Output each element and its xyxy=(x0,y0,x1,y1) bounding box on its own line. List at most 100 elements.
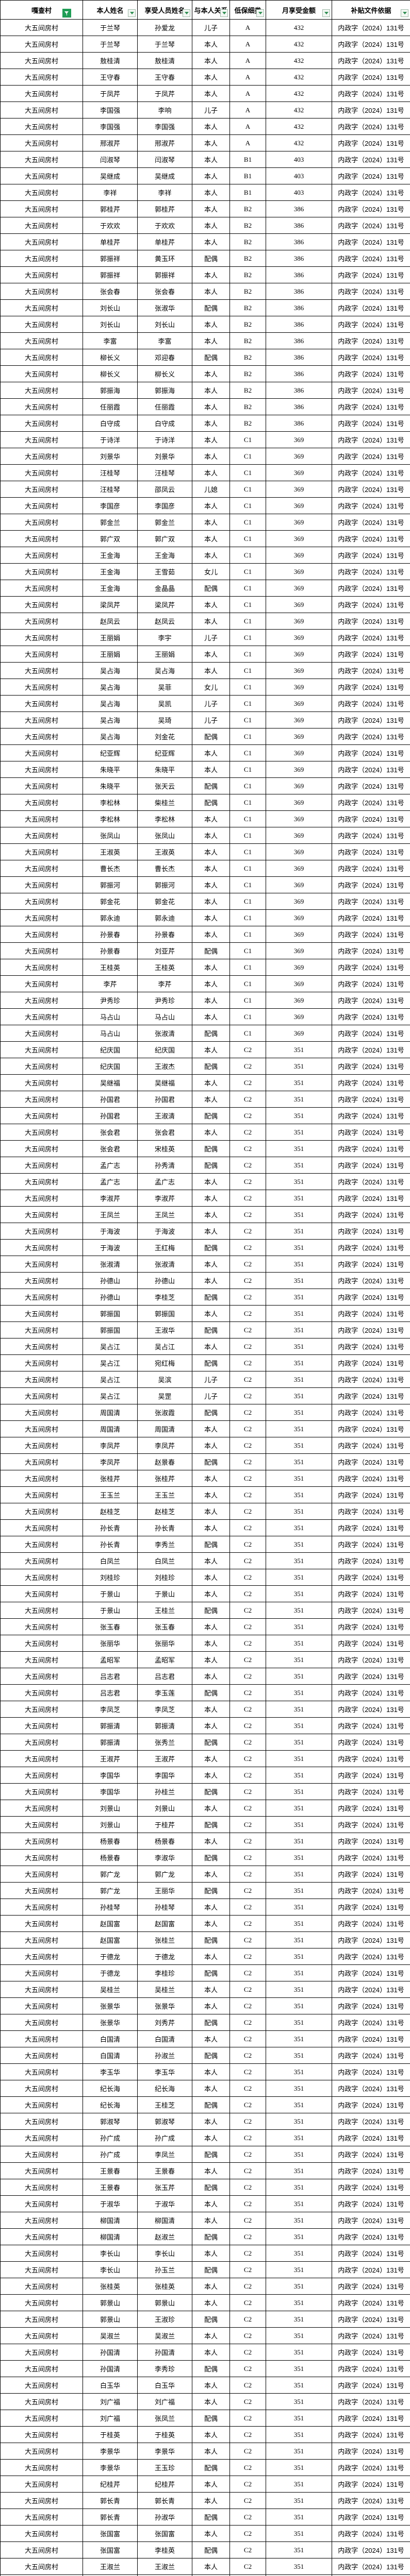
table-row[interactable]: 大五间房村 张玉春 张玉春 本人 C2 351 内政字（2024）131号 xyxy=(0,1618,410,1635)
table-row[interactable]: 大五间房村 郭振祥 黄玉环 配偶 B2 386 内政字（2024）131号 xyxy=(0,250,410,267)
table-row[interactable]: 大五间房村 赵桂芝 赵桂芝 本人 C2 351 内政字（2024）131号 xyxy=(0,1503,410,1520)
table-row[interactable]: 大五间房村 朱晓平 张天云 配偶 C1 369 内政字（2024）131号 xyxy=(0,777,410,794)
table-row[interactable]: 大五间房村 朱晓平 朱晓平 本人 C1 369 内政字（2024）131号 xyxy=(0,761,410,778)
table-row[interactable]: 大五间房村 吕志君 李玉莲 配偶 C2 351 内政字（2024）131号 xyxy=(0,1684,410,1701)
table-row[interactable]: 大五间房村 郭振国 郭振国 本人 C2 351 内政字（2024）131号 xyxy=(0,1305,410,1322)
table-row[interactable]: 大五间房村 孙广成 孙广成 本人 C2 351 内政字（2024）131号 xyxy=(0,2129,410,2146)
table-row[interactable]: 大五间房村 王金海 王雪茹 女儿 C1 369 内政字（2024）131号 xyxy=(0,563,410,580)
table-row[interactable]: 大五间房村 孙景春 刘亚芹 配偶 C1 369 内政字（2024）131号 xyxy=(0,942,410,959)
table-row[interactable]: 大五间房村 王桂英 王桂英 本人 C1 369 内政字（2024）131号 xyxy=(0,959,410,976)
table-row[interactable]: 大五间房村 白守成 白守成 本人 B2 386 内政字（2024）131号 xyxy=(0,415,410,432)
table-row[interactable]: 大五间房村 王丽娟 王丽娟 本人 C1 369 内政字（2024）131号 xyxy=(0,646,410,663)
table-row[interactable]: 大五间房村 孙国君 王淑清 配偶 C2 351 内政字（2024）131号 xyxy=(0,1107,410,1124)
table-row[interactable]: 大五间房村 李凤芝 李凤芝 本人 C2 351 内政字（2024）131号 xyxy=(0,1701,410,1718)
table-row[interactable]: 大五间房村 纪亚辉 纪亚辉 本人 C1 369 内政字（2024）131号 xyxy=(0,744,410,761)
table-row[interactable]: 大五间房村 李景华 王玉珍 配偶 C2 351 内政字（2024）131号 xyxy=(0,2459,410,2476)
table-row[interactable]: 大五间房村 孙景春 孙景春 本人 C1 369 内政字（2024）131号 xyxy=(0,926,410,943)
table-row[interactable]: 大五间房村 刘广福 刘广福 本人 C2 351 内政字（2024）131号 xyxy=(0,2393,410,2410)
table-row[interactable]: 大五间房村 李祥 李祥 本人 B1 403 内政字（2024）131号 xyxy=(0,184,410,201)
table-row[interactable]: 大五间房村 曹长杰 曹长杰 本人 C1 369 内政字（2024）131号 xyxy=(0,860,410,877)
table-row[interactable]: 大五间房村 李长山 孙玉兰 配偶 C2 351 内政字（2024）131号 xyxy=(0,2261,410,2278)
table-row[interactable]: 大五间房村 柳长义 柳长义 本人 B2 386 内政字（2024）131号 xyxy=(0,365,410,382)
table-row[interactable]: 大五间房村 于兰琴 孙爱龙 儿子 A 432 内政字（2024）131号 xyxy=(0,19,410,36)
table-row[interactable]: 大五间房村 孟昭军 孟昭军 本人 C2 351 内政字（2024）131号 xyxy=(0,1651,410,1668)
table-row[interactable]: 大五间房村 刘景华 刘景华 本人 C1 369 内政字（2024）131号 xyxy=(0,448,410,465)
table-row[interactable]: 大五间房村 李国强 李响 儿子 A 432 内政字（2024）131号 xyxy=(0,101,410,118)
table-row[interactable]: 大五间房村 柳长义 邓迎春 配偶 B2 386 内政字（2024）131号 xyxy=(0,349,410,366)
table-row[interactable]: 大五间房村 吴淑兰 吴淑兰 本人 C2 351 内政字（2024）131号 xyxy=(0,2327,410,2344)
table-row[interactable]: 大五间房村 王金海 王金海 本人 C1 369 内政字（2024）131号 xyxy=(0,547,410,564)
table-row[interactable]: 大五间房村 李凤芹 赵景春 配偶 C2 351 内政字（2024）131号 xyxy=(0,1453,410,1470)
table-row[interactable]: 大五间房村 纪庆国 王淑杰 配偶 C2 351 内政字（2024）131号 xyxy=(0,1058,410,1075)
table-row[interactable]: 大五间房村 汪桂琴 邵凤云 儿媳 C1 369 内政字（2024）131号 xyxy=(0,481,410,498)
table-row[interactable]: 大五间房村 郭景山 王淑珍 配偶 C2 351 内政字（2024）131号 xyxy=(0,2311,410,2328)
table-row[interactable]: 大五间房村 郭桂芹 郭桂芹 本人 B2 386 内政字（2024）131号 xyxy=(0,200,410,217)
filter-dropdown-icon[interactable] xyxy=(128,9,136,17)
table-row[interactable]: 大五间房村 王景春 王景春 本人 C2 351 内政字（2024）131号 xyxy=(0,2162,410,2179)
table-row[interactable]: 大五间房村 吴占海 吴占海 本人 C1 369 内政字（2024）131号 xyxy=(0,662,410,679)
table-row[interactable]: 大五间房村 纪长海 纪长海 本人 C2 351 内政字（2024）131号 xyxy=(0,2080,410,2097)
table-row[interactable]: 大五间房村 刘长山 刘长山 本人 B2 386 内政字（2024）131号 xyxy=(0,316,410,333)
table-row[interactable]: 大五间房村 郭金花 郭金花 本人 C1 369 内政字（2024）131号 xyxy=(0,893,410,910)
table-row[interactable]: 大五间房村 王淑兰 王淑兰 本人 C2 351 内政字（2024）131号 xyxy=(0,2558,410,2575)
table-row[interactable]: 大五间房村 刘长山 张淑华 配偶 B2 386 内政字（2024）131号 xyxy=(0,299,410,316)
table-row[interactable]: 大五间房村 敖桂清 敖桂清 本人 A 432 内政字（2024）131号 xyxy=(0,52,410,69)
table-row[interactable]: 大五间房村 郭淑琴 郭淑琴 本人 C2 351 内政字（2024）131号 xyxy=(0,2113,410,2130)
table-row[interactable]: 大五间房村 刘景山 于桂芹 配偶 C2 351 内政字（2024）131号 xyxy=(0,1816,410,1833)
table-row[interactable]: 大五间房村 郭振国 王淑华 配偶 C2 351 内政字（2024）131号 xyxy=(0,1321,410,1338)
table-row[interactable]: 大五间房村 纪庆国 纪庆国 本人 C2 351 内政字（2024）131号 xyxy=(0,1041,410,1058)
table-row[interactable]: 大五间房村 邢淑芹 邢淑芹 本人 A 432 内政字（2024）131号 xyxy=(0,134,410,151)
table-row[interactable]: 大五间房村 于海波 王红梅 配偶 C2 351 内政字（2024）131号 xyxy=(0,1239,410,1256)
table-row[interactable]: 大五间房村 于淑华 于淑华 本人 C2 351 内政字（2024）131号 xyxy=(0,2195,410,2212)
filter-dropdown-icon[interactable] xyxy=(183,9,190,17)
table-row[interactable]: 大五间房村 赵国富 赵国富 本人 C2 351 内政字（2024）131号 xyxy=(0,1915,410,1932)
table-row[interactable]: 大五间房村 马占山 张淑清 配偶 C1 369 内政字（2024）131号 xyxy=(0,1025,410,1042)
table-row[interactable]: 大五间房村 孙桂琴 孙桂琴 本人 C2 351 内政字（2024）131号 xyxy=(0,1899,410,1916)
table-row[interactable]: 大五间房村 张凤山 张凤山 本人 C1 369 内政字（2024）131号 xyxy=(0,827,410,844)
filter-dropdown-icon[interactable] xyxy=(322,9,330,17)
table-row[interactable]: 大五间房村 吴占江 宛红梅 配偶 C2 351 内政字（2024）131号 xyxy=(0,1354,410,1371)
table-row[interactable]: 大五间房村 白国清 白国清 本人 C2 351 内政字（2024）131号 xyxy=(0,2030,410,2047)
table-row[interactable]: 大五间房村 周国清 周国清 本人 C2 351 内政字（2024）131号 xyxy=(0,1420,410,1437)
table-row[interactable]: 大五间房村 李长山 李长山 本人 C2 351 内政字（2024）131号 xyxy=(0,2245,410,2262)
table-row[interactable]: 大五间房村 于德龙 李桂珍 配偶 C2 351 内政字（2024）131号 xyxy=(0,1964,410,1981)
table-row[interactable]: 大五间房村 于景山 王桂兰 配偶 C2 351 内政字（2024）131号 xyxy=(0,1602,410,1619)
table-row[interactable]: 大五间房村 吴占海 吴琦 儿子 C1 369 内政字（2024）131号 xyxy=(0,711,410,728)
table-row[interactable]: 大五间房村 张会春 张会春 本人 B2 386 内政字（2024）131号 xyxy=(0,283,410,300)
table-row[interactable]: 大五间房村 王金海 金晶晶 配偶 C1 369 内政字（2024）131号 xyxy=(0,580,410,597)
table-row[interactable]: 大五间房村 白国清 孙淑兰 配偶 C2 351 内政字（2024）131号 xyxy=(0,2047,410,2064)
table-row[interactable]: 大五间房村 吴继成 吴继成 本人 B1 403 内政字（2024）131号 xyxy=(0,167,410,184)
table-row[interactable]: 大五间房村 于景山 于景山 本人 C2 351 内政字（2024）131号 xyxy=(0,1585,410,1602)
table-row[interactable]: 大五间房村 白玉华 白玉华 本人 C2 351 内政字（2024）131号 xyxy=(0,2377,410,2394)
table-row[interactable]: 大五间房村 赵国富 张桂兰 配偶 C2 351 内政字（2024）131号 xyxy=(0,1931,410,1948)
table-row[interactable]: 大五间房村 刘广福 张凤兰 配偶 C2 351 内政字（2024）131号 xyxy=(0,2410,410,2427)
table-row[interactable]: 大五间房村 孙广成 李凤兰 配偶 C2 351 内政字（2024）131号 xyxy=(0,2146,410,2163)
table-row[interactable]: 大五间房村 任丽霞 任丽霞 本人 B2 386 内政字（2024）131号 xyxy=(0,398,410,415)
table-row[interactable]: 大五间房村 吴占江 吴罡 儿子 C2 351 内政字（2024）131号 xyxy=(0,1387,410,1404)
table-row[interactable]: 大五间房村 吴占江 吴占江 本人 C2 351 内政字（2024）131号 xyxy=(0,1338,410,1355)
table-row[interactable]: 大五间房村 于诗洋 于诗洋 本人 C1 369 内政字（2024）131号 xyxy=(0,431,410,448)
table-row[interactable]: 大五间房村 张国富 张国富 本人 C2 351 内政字（2024）131号 xyxy=(0,2525,410,2542)
table-row[interactable]: 大五间房村 闫淑琴 闫淑琴 本人 B1 403 内政字（2024）131号 xyxy=(0,151,410,168)
table-row[interactable]: 大五间房村 张会君 宋桂英 配偶 C2 351 内政字（2024）131号 xyxy=(0,1140,410,1157)
table-row[interactable]: 大五间房村 赵凤云 赵凤云 本人 C1 369 内政字（2024）131号 xyxy=(0,613,410,630)
table-row[interactable]: 大五间房村 柳国清 柳国清 本人 C2 351 内政字（2024）131号 xyxy=(0,2212,410,2229)
table-row[interactable]: 大五间房村 张桂英 张桂英 本人 C2 351 内政字（2024）131号 xyxy=(0,2278,410,2295)
table-row[interactable]: 大五间房村 郭景山 郭景山 本人 C2 351 内政字（2024）131号 xyxy=(0,2294,410,2311)
table-row[interactable]: 大五间房村 王凤兰 王凤兰 本人 C2 351 内政字（2024）131号 xyxy=(0,1206,410,1223)
table-row[interactable]: 大五间房村 马占山 马占山 本人 C1 369 内政字（2024）131号 xyxy=(0,1008,410,1025)
table-row[interactable]: 大五间房村 杨景春 杨景春 本人 C2 351 内政字（2024）131号 xyxy=(0,1833,410,1850)
table-row[interactable]: 大五间房村 孙国清 孙国清 本人 C2 351 内政字（2024）131号 xyxy=(0,2344,410,2361)
table-row[interactable]: 大五间房村 吴桂兰 吴桂兰 本人 C2 351 内政字（2024）131号 xyxy=(0,1981,410,1998)
table-row[interactable]: 大五间房村 吴占海 吴菲 女儿 C1 369 内政字（2024）131号 xyxy=(0,679,410,696)
filter-dropdown-icon[interactable] xyxy=(256,9,264,17)
filter-dropdown-icon[interactable] xyxy=(220,9,228,17)
table-row[interactable]: 大五间房村 于德龙 于德龙 本人 C2 351 内政字（2024）131号 xyxy=(0,1948,410,1965)
table-row[interactable]: 大五间房村 张国富 李桂英 配偶 C2 351 内政字（2024）131号 xyxy=(0,2541,410,2558)
table-row[interactable]: 大五间房村 郭长青 郭长青 本人 C2 351 内政字（2024）131号 xyxy=(0,2492,410,2509)
table-row[interactable]: 大五间房村 白凤兰 白凤兰 本人 C2 351 内政字（2024）131号 xyxy=(0,1552,410,1569)
table-row[interactable]: 大五间房村 于海波 于海波 本人 C2 351 内政字（2024）131号 xyxy=(0,1223,410,1240)
table-row[interactable]: 大五间房村 于兰琴 于兰琴 本人 A 432 内政字（2024）131号 xyxy=(0,36,410,53)
table-row[interactable]: 大五间房村 李玉华 李玉华 本人 C2 351 内政字（2024）131号 xyxy=(0,2063,410,2080)
table-row[interactable]: 大五间房村 杨景春 李淑华 配偶 C2 351 内政字（2024）131号 xyxy=(0,1849,410,1866)
